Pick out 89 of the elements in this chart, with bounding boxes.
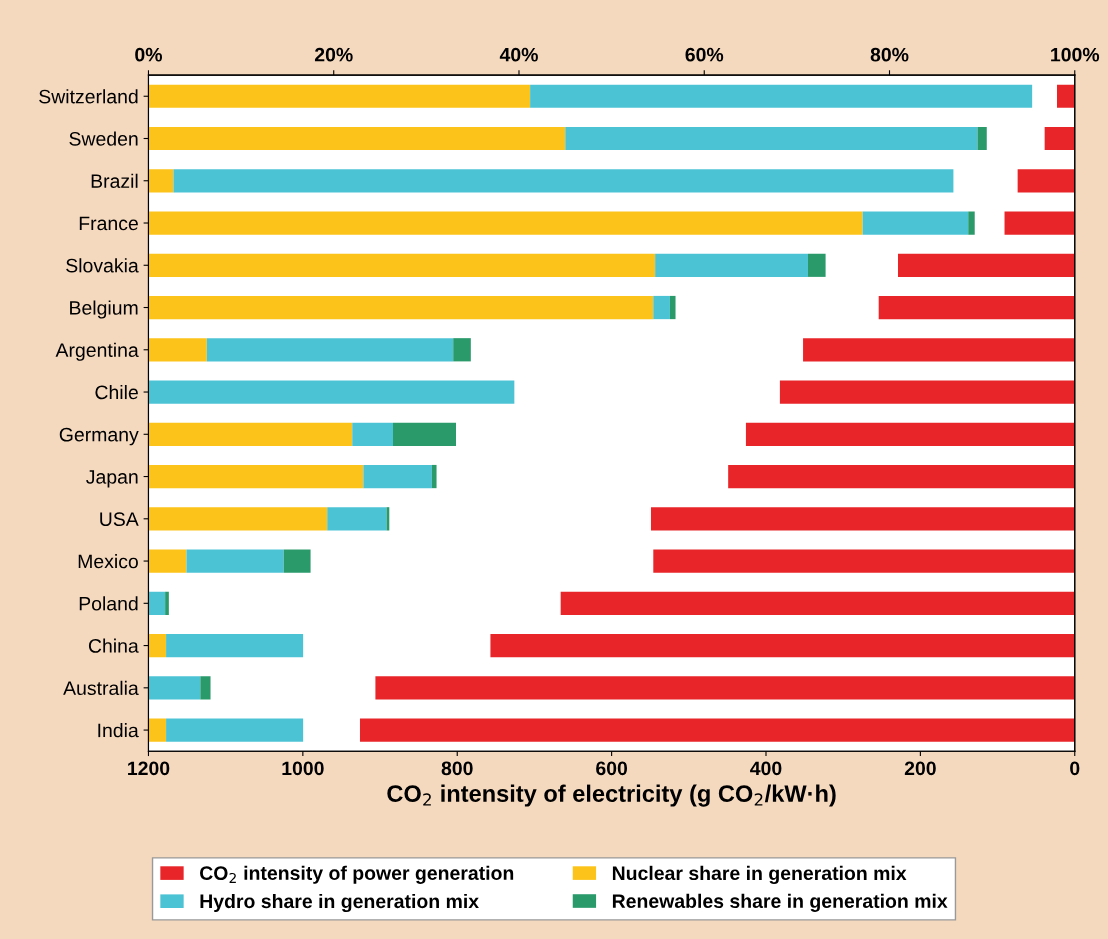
x-tick-label: 60% [685, 47, 724, 62]
y-tick-label: Japan [86, 470, 138, 488]
bar [148, 84, 531, 108]
x-tick-label: 1200 [128, 761, 170, 776]
bar [148, 338, 207, 362]
x-tick-label: 600 [596, 761, 628, 776]
bar [530, 84, 1033, 108]
bar [490, 633, 1075, 658]
bar [148, 718, 167, 742]
bar [148, 422, 353, 446]
bar [148, 211, 863, 235]
y-tick-label: France [79, 216, 138, 231]
bar [166, 633, 304, 658]
y-tick-label: Argentina [55, 342, 139, 361]
bar [148, 253, 656, 277]
y-tick-label: Mexico [78, 554, 138, 569]
y-tick-label: Australia [63, 680, 139, 696]
bar [897, 253, 1075, 277]
bar [655, 253, 808, 277]
x-tick-label: 100% [1051, 47, 1100, 62]
legend-label: Nuclear share in generation mix [612, 865, 907, 885]
bar [148, 549, 187, 573]
bar [166, 718, 304, 742]
bar [173, 169, 954, 193]
x-tick-label: 200 [904, 761, 936, 776]
x-tick-label: 0 [1070, 761, 1080, 776]
bar [148, 633, 167, 658]
y-tick-label: USA [100, 512, 139, 527]
bar [453, 338, 471, 362]
x-tick-label: 80% [870, 47, 909, 62]
x-tick-label: 1000 [282, 761, 324, 776]
legend-label: Renewables share in generation mix [612, 893, 948, 912]
bar [148, 295, 654, 320]
bar [148, 464, 364, 489]
bar [359, 718, 1075, 742]
bar [148, 507, 328, 531]
bar [669, 295, 676, 320]
y-tick-label: Slovakia [66, 258, 139, 273]
y-tick-label: China [88, 638, 139, 653]
bar [878, 295, 1075, 320]
bar [200, 676, 211, 700]
bar [431, 464, 437, 489]
bar [862, 211, 969, 235]
legend-label: CO$_{2}$ intensity of power generation [200, 865, 514, 884]
bar [1057, 84, 1075, 108]
y-tick-label: Chile [95, 384, 138, 400]
x-axis-title: CO$_{2}$ intensity of electricity (g CO$_{2}$/kW·h) [387, 784, 836, 807]
bar [968, 211, 975, 235]
bar [653, 549, 1075, 573]
bar [728, 464, 1075, 489]
bar [206, 338, 454, 362]
bar [363, 464, 432, 489]
bar [1017, 169, 1075, 193]
bar [148, 591, 166, 615]
y-tick-label: Germany [59, 427, 139, 446]
bar [560, 591, 1075, 615]
bar [803, 338, 1075, 362]
bar [148, 380, 515, 404]
y-tick-label: Switzerland [39, 89, 138, 104]
y-tick-label: India [98, 723, 139, 738]
y-tick-label: Brazil [91, 173, 138, 188]
bar [779, 380, 1075, 404]
y-tick-label: Sweden [69, 131, 138, 146]
legend-label: Hydro share in generation mix [200, 893, 479, 913]
bar [148, 676, 201, 700]
bar [283, 549, 311, 573]
bar [653, 295, 670, 320]
bar [148, 126, 566, 151]
bar [148, 169, 174, 193]
bar [375, 676, 1075, 700]
bar [565, 126, 978, 151]
x-tick-label: 20% [314, 47, 353, 62]
bar [327, 507, 387, 531]
x-tick-label: 400 [750, 761, 782, 776]
x-tick-label: 800 [441, 761, 473, 776]
bar [352, 422, 394, 446]
bar [1004, 211, 1075, 235]
bar [650, 507, 1075, 531]
y-tick-label: Poland [79, 596, 138, 611]
bar [186, 549, 284, 573]
x-tick-label: 0% [135, 47, 163, 62]
bar [807, 253, 826, 277]
x-tick-label: 40% [499, 47, 538, 62]
bar [1044, 126, 1075, 151]
y-tick-label: Belgium [70, 300, 138, 319]
bar [977, 126, 987, 151]
bar [745, 422, 1075, 446]
bar [165, 591, 169, 615]
bar [393, 422, 456, 446]
